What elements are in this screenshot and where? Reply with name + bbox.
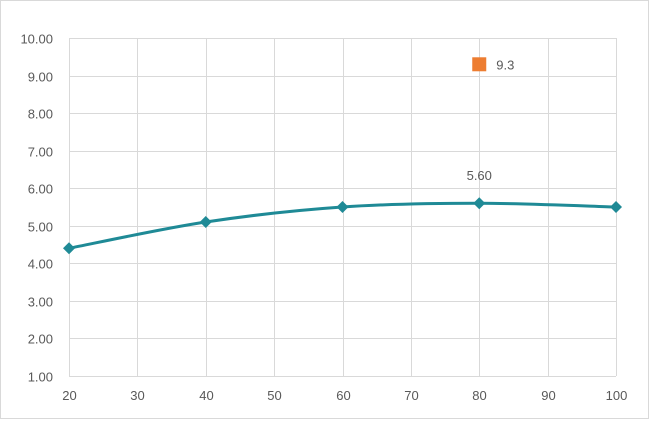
y-tick-label: 6.00 [28, 182, 53, 197]
series-layer [63, 57, 622, 255]
y-tick-label: 2.00 [28, 332, 53, 347]
data-point-marker [336, 201, 349, 213]
data-labels: 5.60 9.3 [467, 57, 515, 183]
x-tick-label: 20 [62, 388, 76, 403]
y-tick-label: 3.00 [28, 295, 53, 310]
x-tick-label: 30 [130, 388, 144, 403]
data-point-marker [472, 57, 487, 72]
x-tick-label: 50 [267, 388, 281, 403]
data-point-marker [473, 197, 486, 210]
data-point-marker [199, 216, 212, 229]
x-tick-label: 40 [199, 388, 213, 403]
y-tick-label: 1.00 [28, 370, 53, 385]
x-tick-label: 90 [541, 388, 555, 403]
y-tick-label: 7.00 [28, 145, 53, 160]
y-tick-label: 8.00 [28, 107, 53, 122]
y-tick-label: 5.00 [28, 220, 53, 235]
y-tick-label: 4.00 [28, 257, 53, 272]
data-label: 9.3 [496, 57, 514, 72]
data-label: 5.60 [467, 168, 492, 183]
x-tick-label: 60 [336, 388, 350, 403]
x-tick-label: 100 [606, 388, 628, 403]
y-tick-label: 10.00 [20, 32, 53, 47]
y-tick-label: 9.00 [28, 70, 53, 85]
x-tick-label: 80 [472, 388, 486, 403]
data-point-marker [610, 201, 622, 213]
axis-tick-labels: 1.00 2.00 3.00 4.00 5.00 6.00 7.00 8.00 9.00 10.0… [20, 32, 627, 404]
data-point-marker [63, 242, 75, 255]
x-tick-label: 70 [404, 388, 418, 403]
